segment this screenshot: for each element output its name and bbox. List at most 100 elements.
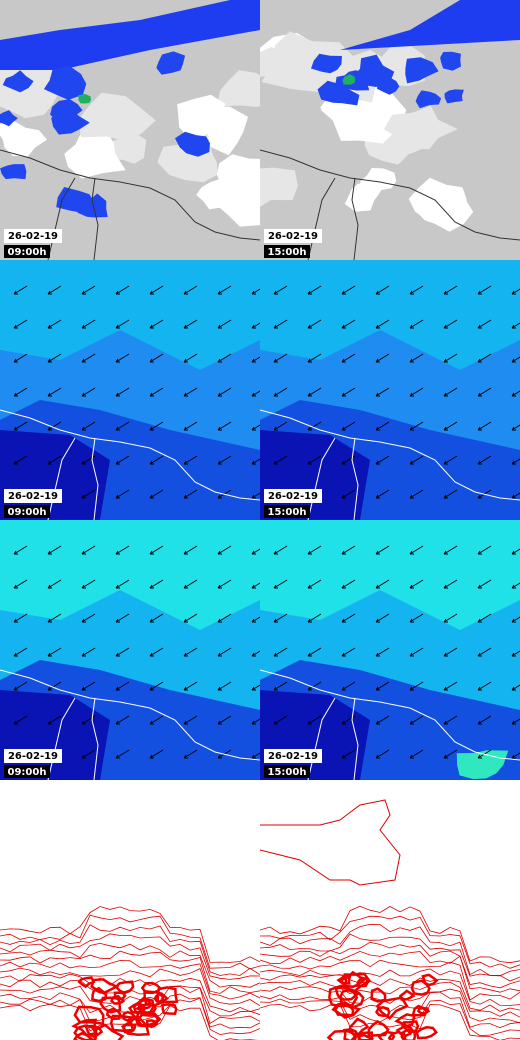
wind-arrow (341, 545, 356, 555)
wind-arrow (409, 545, 424, 555)
wind-arrow (13, 579, 28, 589)
wind-arrow (13, 387, 28, 397)
wind-arrow (115, 319, 130, 329)
wind-arrow (251, 616, 260, 623)
wind-arrow (341, 387, 356, 397)
wind-arrow (81, 285, 96, 295)
contour (145, 1019, 159, 1029)
contour (0, 967, 260, 1007)
date-box (264, 749, 322, 763)
date-box (4, 749, 62, 763)
wind-arrow (477, 319, 492, 329)
wind-arrow (81, 319, 96, 329)
wind-arrow (443, 455, 458, 465)
wind-arrow (477, 285, 492, 295)
wind-arrow (115, 715, 130, 725)
wind-arrow (183, 681, 198, 691)
wind-arrow (183, 613, 198, 623)
contour (140, 981, 162, 995)
contour (71, 1018, 98, 1037)
wind-arrow (511, 288, 520, 295)
contour (415, 1026, 438, 1040)
precip (377, 77, 400, 95)
wind-arrow (409, 319, 424, 329)
wind-arrow (511, 390, 520, 397)
contour (342, 972, 372, 993)
contour (90, 978, 120, 995)
wind-arrow (251, 288, 260, 295)
wind-arrow (47, 579, 62, 589)
wind-arrow (149, 715, 164, 725)
precip (405, 57, 439, 84)
contour (127, 1001, 147, 1015)
coastline (260, 149, 520, 260)
contour (260, 1003, 520, 1040)
wind-arrow (115, 455, 130, 465)
cloud (260, 47, 289, 77)
wind-arrow (149, 285, 164, 295)
date-box (4, 229, 62, 243)
time-box (4, 245, 50, 258)
contour (0, 942, 260, 988)
wind-arrow (47, 545, 62, 555)
wind-arrow (511, 582, 520, 589)
wind-arrow (375, 715, 390, 725)
coastline (0, 149, 260, 260)
wind-arrow (477, 613, 492, 623)
contour (0, 914, 260, 970)
contour (120, 1014, 150, 1036)
wind-arrow (273, 579, 288, 589)
wind-arrow (217, 319, 232, 329)
wind-arrow (251, 650, 260, 657)
wind-arrow (273, 319, 288, 329)
wind-arrow (183, 579, 198, 589)
wind-arrow (115, 647, 130, 657)
wind-arrow (511, 322, 520, 329)
wind-arrow (251, 548, 260, 555)
wind-arrow (341, 285, 356, 295)
wind-arrow (409, 647, 424, 657)
wind-arrow (511, 424, 520, 431)
wind-arrow (443, 319, 458, 329)
cloud (64, 128, 126, 179)
map-panel: 26-02-19 09:00h (0, 520, 260, 780)
wind-arrow (81, 647, 96, 657)
wind-arrow (47, 681, 62, 691)
wind-arrow (13, 681, 28, 691)
date-label: 26-02-19 (8, 751, 58, 762)
cloud (78, 92, 156, 141)
wind-arrow (273, 353, 288, 363)
wind-arrow (149, 455, 164, 465)
precip (2, 70, 34, 93)
wind-arrow (511, 752, 520, 759)
wind-arrow (251, 356, 260, 363)
wind-arrow (47, 647, 62, 657)
wind-arrow (443, 353, 458, 363)
time-box (264, 245, 310, 258)
wind-arrow (375, 489, 390, 499)
wind-arrow (251, 322, 260, 329)
time-box (4, 765, 50, 778)
contour (260, 968, 520, 1006)
contour (377, 1030, 396, 1040)
wind-arrow (217, 545, 232, 555)
time-box (264, 765, 310, 778)
wind-arrow (307, 613, 322, 623)
wind-arrow (409, 421, 424, 431)
wind-arrow (115, 681, 130, 691)
wind-arrow (307, 421, 322, 431)
wind-arrow (217, 681, 232, 691)
contour (394, 1013, 416, 1028)
wind-arrow (251, 752, 260, 759)
wind-arrow (273, 285, 288, 295)
wind-arrow (81, 489, 96, 499)
wind-arrow (47, 715, 62, 725)
precip-core (342, 74, 356, 85)
date-label: 26-02-19 (268, 491, 318, 502)
wind-arrow (375, 353, 390, 363)
wind-arrow (183, 545, 198, 555)
wind-arrow (477, 647, 492, 657)
wind-arrow (251, 684, 260, 691)
wind-arrow (341, 319, 356, 329)
contour (93, 1023, 125, 1040)
